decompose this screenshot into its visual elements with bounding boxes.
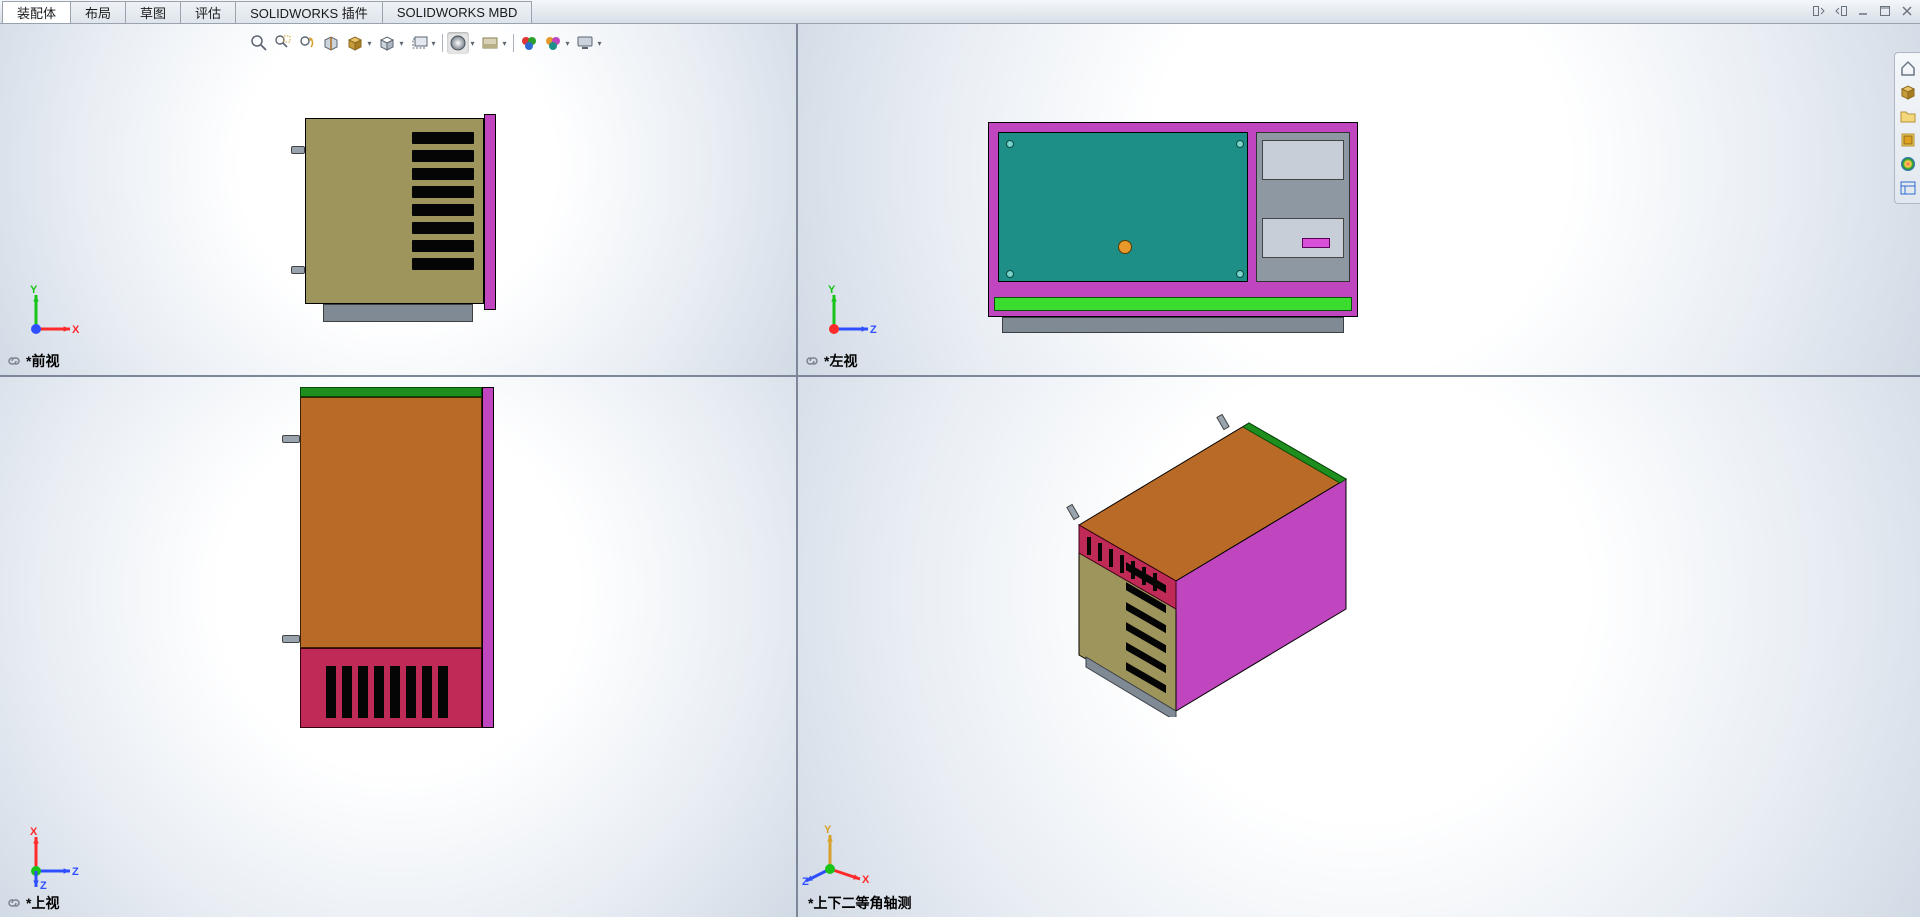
graphics-area: YX *前视 YZ *左视	[0, 24, 1920, 917]
apply-scene-icon[interactable]	[479, 32, 501, 54]
link-icon	[6, 353, 22, 369]
triad-left: YZ	[816, 283, 880, 347]
svg-text:X: X	[30, 826, 38, 838]
previous-view-icon[interactable]	[296, 32, 318, 54]
triad-top: X Z Z	[18, 825, 82, 889]
svg-text:X: X	[862, 874, 870, 886]
svg-text:Z: Z	[40, 880, 47, 892]
extrude-icon[interactable]	[1897, 129, 1919, 151]
properties-panel-icon[interactable]	[1897, 177, 1919, 199]
svg-text:Z: Z	[802, 876, 809, 888]
close-icon[interactable]	[1898, 2, 1916, 20]
viewport-label-text: *上下二等角轴测	[808, 893, 911, 913]
task-pane-strip	[1894, 52, 1920, 204]
view-settings-icon[interactable]	[574, 32, 596, 54]
viewport-label-top: *上视	[6, 893, 59, 913]
triad-front: YX	[18, 283, 82, 347]
link-icon	[6, 895, 22, 911]
command-manager-tabstrip: 装配体布局草图评估SOLIDWORKS 插件SOLIDWORKS MBD	[0, 0, 1920, 24]
section-view-icon[interactable]	[320, 32, 342, 54]
viewport-top[interactable]: X Z Z *上视	[0, 376, 797, 917]
display-style-icon[interactable]	[376, 32, 398, 54]
folder-icon[interactable]	[1897, 105, 1919, 127]
viewport-label-text: *上视	[26, 893, 59, 913]
hide-show-icon[interactable]	[408, 32, 430, 54]
cube-icon[interactable]	[1897, 81, 1919, 103]
svg-text:Z: Z	[870, 324, 877, 336]
model-top	[300, 387, 482, 728]
home-icon[interactable]	[1897, 57, 1919, 79]
edit-appearance-icon[interactable]	[447, 32, 469, 54]
display-style-icon-dropdown[interactable]: ▾	[397, 39, 406, 48]
maximize-icon[interactable]	[1876, 2, 1894, 20]
edit-appearance-icon-dropdown[interactable]: ▾	[468, 39, 477, 48]
tab-layout[interactable]: 布局	[70, 1, 126, 23]
apply-scene-icon-dropdown[interactable]: ▾	[500, 39, 509, 48]
window-buttons	[1810, 2, 1916, 20]
collapse-panel-icon[interactable]	[1810, 2, 1828, 20]
heads-up-view-toolbar: ▾ ▾ ▾ ▾ ▾ ▾ ▾	[248, 30, 604, 56]
tab-evaluate[interactable]: 评估	[180, 1, 236, 23]
expand-panel-icon[interactable]	[1832, 2, 1850, 20]
tab-assembly[interactable]: 装配体	[2, 1, 71, 23]
render-tools-icon[interactable]	[542, 32, 564, 54]
viewport-front[interactable]: YX *前视	[0, 24, 797, 376]
tab-mbd[interactable]: SOLIDWORKS MBD	[382, 1, 533, 23]
svg-text:Z: Z	[72, 866, 79, 878]
triad-iso: XYZ	[812, 823, 876, 887]
svg-text:Y: Y	[30, 284, 38, 296]
viewport-label-text: *前视	[26, 351, 59, 371]
appearance-sphere-icon[interactable]	[1897, 153, 1919, 175]
viewport-isometric[interactable]: X Y Z *上下二等角轴测	[797, 376, 1920, 917]
view-orientation-icon-dropdown[interactable]: ▾	[365, 39, 374, 48]
viewport-label-text: *左视	[824, 351, 857, 371]
tab-sketch[interactable]: 草图	[125, 1, 181, 23]
svg-text:Y: Y	[824, 824, 832, 836]
zoom-area-icon[interactable]	[272, 32, 294, 54]
link-icon	[804, 353, 820, 369]
tab-addins[interactable]: SOLIDWORKS 插件	[235, 1, 383, 23]
model-left	[988, 122, 1358, 317]
model-front	[305, 118, 484, 304]
render-tools-icon-dropdown[interactable]: ▾	[563, 39, 572, 48]
viewport-label-front: *前视	[6, 351, 59, 371]
appearances-icon[interactable]	[518, 32, 540, 54]
svg-text:X: X	[72, 324, 80, 336]
hide-show-icon-dropdown[interactable]: ▾	[429, 39, 438, 48]
viewport-label-left: *左视	[804, 351, 857, 371]
view-orientation-icon[interactable]	[344, 32, 366, 54]
zoom-to-fit-icon[interactable]	[248, 32, 270, 54]
minimize-icon[interactable]	[1854, 2, 1872, 20]
svg-text:Y: Y	[828, 284, 836, 296]
viewport-left[interactable]: YZ *左视	[797, 24, 1920, 376]
model-iso	[1034, 395, 1354, 717]
view-settings-icon-dropdown[interactable]: ▾	[595, 39, 604, 48]
viewport-label-iso: *上下二等角轴测	[808, 893, 911, 913]
